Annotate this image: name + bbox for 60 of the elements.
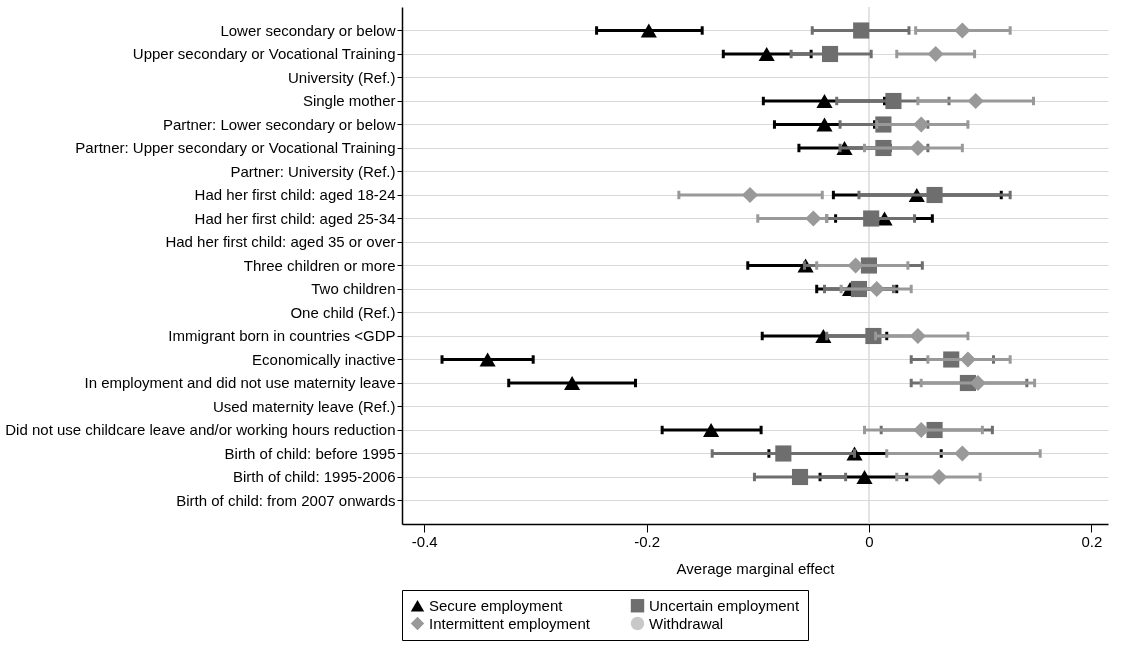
x-axis-title: Average marginal effect (676, 559, 836, 577)
point (640, 23, 657, 38)
y-tick-label: Had her first child: aged 18-24 (194, 186, 396, 203)
point (805, 210, 822, 227)
y-tick-label: Two children (311, 280, 396, 297)
legend-label: Intermittent employment (429, 614, 591, 632)
y-tick-label: Birth of child: 1995-2006 (232, 468, 396, 485)
y-tick-label: University (Ref.) (287, 68, 396, 86)
point (847, 257, 864, 274)
point (856, 470, 873, 484)
y-tick-label: Lower secondary or below (220, 21, 396, 39)
y-tick-label: Partner: Upper secondary or Vocational Training (75, 139, 396, 156)
point (853, 22, 870, 39)
y-tick-label: Birth of child: from 2007 onwards (176, 491, 396, 509)
y-tick-label: One child (Ref.) (290, 303, 396, 321)
point (758, 47, 775, 61)
y-tick-label: Had her first child: aged 25-34 (194, 209, 396, 227)
point (816, 117, 833, 132)
y-tick-label: Single mother (302, 92, 396, 109)
y-tick-label: Immigrant born in countries <GDP (168, 327, 396, 344)
point (816, 94, 833, 108)
point (930, 468, 948, 486)
point (926, 186, 943, 204)
y-tick-label: In employment and did not use maternity leave (84, 374, 396, 391)
y-tick-label: Birth of child: before 1995 (224, 444, 396, 462)
point (885, 92, 902, 110)
point (927, 45, 944, 63)
point (909, 327, 926, 345)
legend-label: Uncertain employment (649, 596, 800, 614)
point (741, 186, 759, 204)
point (821, 45, 839, 63)
y-tick-label: Partner: Lower secondary or below (162, 115, 396, 133)
y-tick-label: Used maternity leave (Ref.) (212, 397, 396, 415)
y-tick-label: Upper secondary or Vocational Training (132, 45, 396, 62)
point (913, 116, 930, 133)
point (909, 139, 926, 157)
x-tick-label: -0.4 (411, 532, 438, 550)
x-tick-label: 0.2 (1081, 532, 1103, 550)
point (969, 374, 986, 392)
point (868, 280, 885, 298)
y-tick-label: Did not use childcare leave and/or working hours reduction (5, 421, 396, 438)
point (703, 423, 720, 437)
point (954, 445, 971, 462)
legend-label: Secure employment (429, 596, 564, 614)
y-tick-label: Three children or more (243, 256, 396, 274)
point (913, 421, 930, 439)
x-tick-label: 0 (865, 532, 874, 550)
x-tick-label: -0.2 (634, 532, 661, 550)
y-tick-label: Partner: University (Ref.) (230, 162, 396, 180)
point (959, 351, 976, 368)
y-tick-label: Had her first child: aged 35 or over (165, 233, 396, 250)
point (564, 376, 581, 390)
legend-label: Withdrawal (649, 614, 724, 632)
point (967, 92, 984, 110)
point (863, 210, 880, 227)
y-tick-label: Economically inactive (252, 350, 396, 368)
point (775, 445, 792, 462)
point (479, 352, 496, 367)
point (791, 468, 809, 486)
point (954, 22, 971, 39)
